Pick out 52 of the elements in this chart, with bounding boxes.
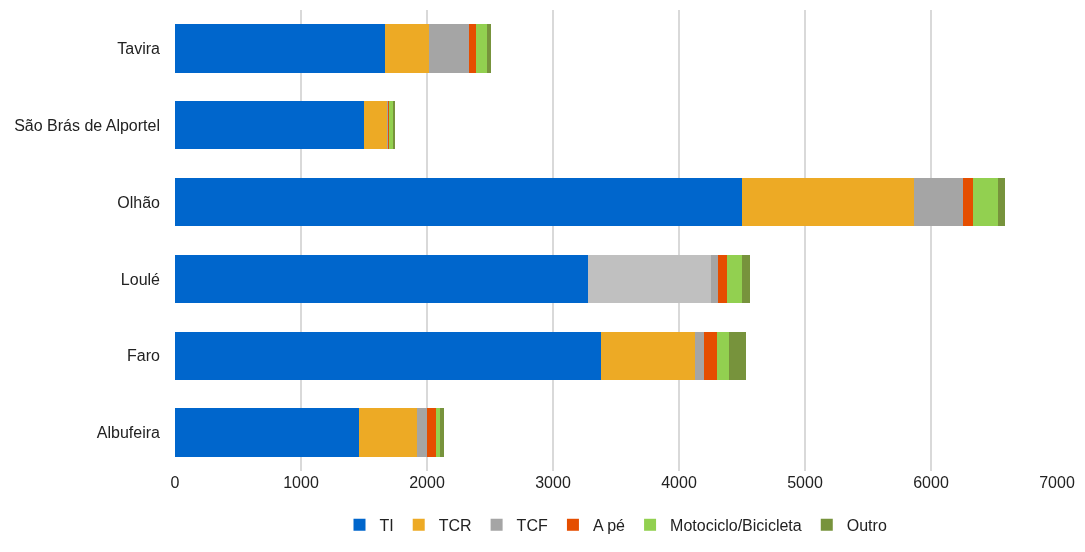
y-tick-label: Loulé (120, 270, 161, 288)
bar (717, 254, 727, 304)
bar (364, 101, 388, 150)
bar (475, 24, 488, 73)
bar (426, 408, 437, 457)
legend-label: TCR (438, 517, 472, 535)
x-tick-label: 3000 (535, 474, 571, 491)
bar (704, 331, 718, 380)
bar (728, 331, 746, 380)
bar (997, 177, 1005, 227)
bar (417, 408, 427, 457)
bar (439, 408, 444, 457)
bar (600, 331, 695, 380)
bar (175, 177, 742, 227)
bar (717, 331, 729, 380)
bar (963, 177, 973, 227)
x-tick-label: 6000 (913, 474, 949, 491)
x-tick-label: 0 (170, 474, 180, 491)
y-tick-label: Olhão (117, 193, 161, 211)
bar (175, 254, 589, 304)
x-tick-label: 2000 (409, 474, 445, 491)
bar (175, 101, 364, 150)
y-tick-label: São Brás de Alportel (14, 116, 160, 134)
bar (358, 408, 418, 457)
y-tick-label: Faro (127, 347, 161, 365)
bar (385, 24, 429, 73)
bar (742, 177, 914, 227)
bar (588, 254, 711, 304)
bar (710, 254, 718, 304)
bar (913, 177, 964, 227)
bar (694, 331, 705, 380)
x-tick-label: 1000 (283, 474, 319, 491)
x-tick-label: 7000 (1039, 474, 1075, 491)
legend-label: Outro (846, 517, 887, 535)
y-tick-label: Albufeira (96, 424, 161, 442)
bar (175, 24, 386, 73)
bar (468, 24, 476, 73)
x-tick-label: 4000 (661, 474, 697, 491)
legend-label: Motociclo/Bicicleta (670, 517, 802, 535)
bar (487, 24, 492, 73)
legend-label: TI (379, 517, 394, 535)
bar (726, 254, 743, 304)
bar (972, 177, 998, 227)
bar (428, 24, 469, 73)
legend-label: A pé (592, 517, 626, 535)
x-tick-label: 5000 (787, 474, 823, 491)
bar (175, 331, 601, 380)
y-tick-label: Tavira (117, 40, 161, 58)
bar (175, 408, 359, 457)
bar (742, 254, 750, 304)
bar (436, 408, 440, 457)
legend-label: TCF (516, 517, 548, 535)
